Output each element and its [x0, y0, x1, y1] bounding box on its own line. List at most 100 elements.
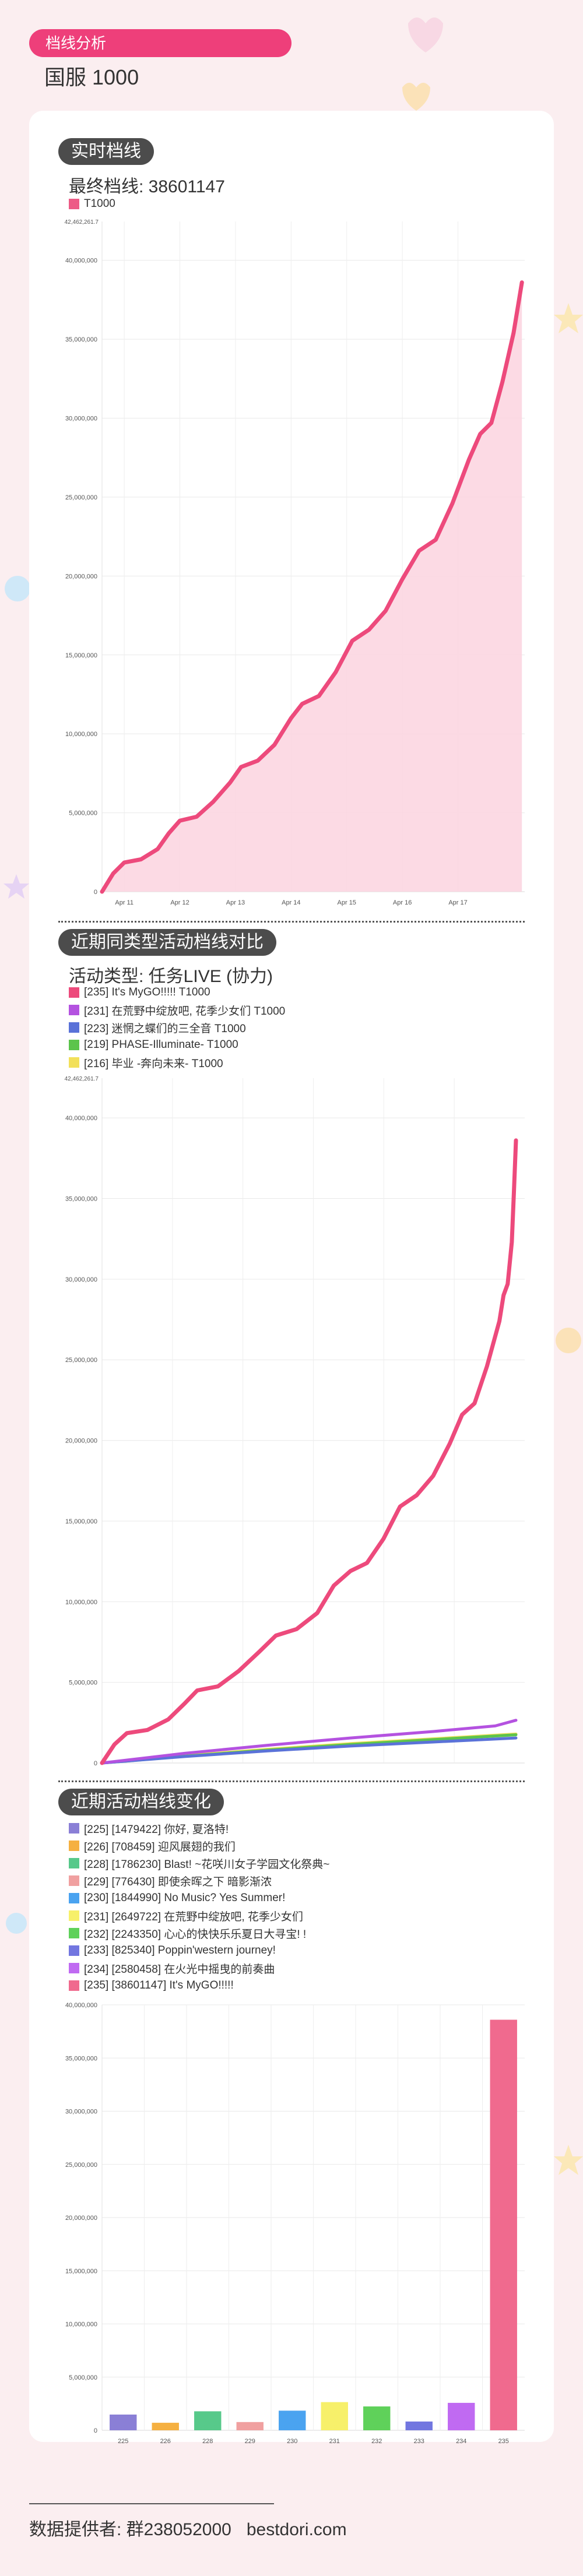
legend-item: [235] [38601147] It's MyGO!!!!! [69, 1977, 329, 1994]
x-tick-label: Apr 16 [393, 899, 412, 906]
legend-swatch [69, 1823, 79, 1834]
legend-item: [219] PHASE-Illuminate- T1000 [69, 1036, 285, 1054]
y-tick-label: 5,000,000 [69, 1680, 97, 1687]
y-tick-label: 10,000,000 [65, 2321, 97, 2328]
legend-swatch [69, 1022, 79, 1033]
legend-item: [232] [2243350] 心心的快快乐乐夏日大寻宝! ! [69, 1924, 329, 1942]
x-tick-label: Apr 14 [282, 899, 300, 906]
x-tick-label: 229 [245, 2438, 255, 2445]
y-tick-label: 0 [94, 2427, 97, 2434]
legend-swatch [69, 1928, 79, 1938]
legend-label: [228] [1786230] Blast! ~花咲川女子学园文化祭典~ [84, 1858, 330, 1871]
legend-swatch [69, 987, 79, 998]
legend-swatch [69, 1875, 79, 1886]
x-tick-label: 235 [498, 2438, 509, 2445]
legend-item: [225] [1479422] 你好, 夏洛特! [69, 1820, 329, 1837]
y-tick-label: 35,000,000 [65, 1195, 97, 1202]
series-line [100, 1138, 518, 1765]
y-tick-label: 5,000,000 [69, 2374, 97, 2381]
footer: 数据提供者: 群238052000 bestdori.com [29, 2515, 347, 2540]
series-area-T1000 [102, 282, 522, 892]
comparison-legend: [235] It's MyGO!!!!! T1000 [231] 在荒野中绽放吧,… [69, 984, 285, 1071]
bar-226 [152, 2423, 179, 2430]
legend-item: [234] [2580458] 在火光中摇曳的前奏曲 [69, 1959, 329, 1977]
legend-swatch [69, 1005, 79, 1015]
legend-item: [228] [1786230] Blast! ~花咲川女子学园文化祭典~ [69, 1854, 329, 1872]
y-tick-label: 20,000,000 [65, 573, 97, 580]
legend-label: [231] [2649722] 在荒野中绽放吧, 花季少女们 [84, 1910, 303, 1923]
circle-decoration [6, 1913, 27, 1934]
heart-decoration [402, 83, 430, 111]
legend-item: [223] 迷惘之蝶们的三全音 T1000 [69, 1019, 285, 1036]
recent-events-bar-chart: 0 5,000,000 10,000,000 15,000,000 20,000,000… [65, 2002, 525, 2445]
y-tick-label: 10,000,000 [65, 731, 97, 738]
y-tick-label: 15,000,000 [65, 2268, 97, 2275]
heart-decoration [408, 17, 443, 52]
section-title-comparison: 近期同类型活动档线对比 [58, 929, 276, 956]
legend-item: [226] [708459] 迎风展翅的我们 [69, 1837, 329, 1854]
y-tick-label: 10,000,000 [65, 1599, 97, 1606]
bar-228 [194, 2411, 222, 2430]
bar-234 [448, 2402, 475, 2430]
x-tick-label: 230 [287, 2438, 297, 2445]
y-tick-label: 20,000,000 [65, 1438, 97, 1445]
legend-item: [216] 毕业 -奔向未来- T1000 [69, 1054, 285, 1071]
legend-label: [231] 在荒野中绽放吧, 花季少女们 T1000 [84, 1005, 286, 1018]
x-tick-label: Apr 12 [170, 899, 189, 906]
y-tick-label: 5,000,000 [69, 810, 97, 817]
y-top-label: 42,462,261.7 [65, 1076, 99, 1082]
x-tick-label: 225 [118, 2438, 128, 2445]
legend-item: T1000 [69, 195, 115, 213]
page-header-badge: 档线分析 [29, 29, 292, 57]
legend-label: [226] [708459] 迎风展翅的我们 [84, 1840, 236, 1853]
y-tick-label: 40,000,000 [65, 1115, 97, 1122]
x-tick-label: Apr 13 [226, 899, 245, 906]
realtime-cutoff-chart: 42,462,261.7 0 5,000,000 10,000,000 15,000,0… [65, 219, 525, 906]
x-tick-label: 234 [456, 2438, 466, 2445]
x-tick-label: 228 [202, 2438, 213, 2445]
footer-divider [29, 2503, 274, 2504]
data-provider-text: 数据提供者: 群238052000 [29, 2520, 231, 2539]
section-title-recent: 近期活动档线变化 [58, 1789, 224, 1815]
star-decoration [3, 874, 29, 899]
bar-235 [490, 2019, 517, 2430]
section-divider [58, 921, 525, 923]
legend-swatch [69, 1963, 79, 1973]
legend-swatch [69, 1840, 79, 1851]
section-divider [58, 1780, 525, 1782]
x-tick-label: 231 [329, 2438, 340, 2445]
y-tick-label: 0 [94, 1760, 97, 1767]
legend-label: [219] PHASE-Illuminate- T1000 [84, 1039, 238, 1051]
realtime-legend: T1000 [69, 195, 115, 213]
recent-legend: [225] [1479422] 你好, 夏洛特! [226] [708459] 迎… [69, 1820, 329, 1994]
y-tick-label: 30,000,000 [65, 1276, 97, 1283]
legend-swatch [69, 1980, 79, 1991]
bar-232 [363, 2406, 391, 2430]
legend-swatch [69, 1910, 79, 1921]
y-tick-label: 0 [94, 889, 97, 896]
bar-233 [405, 2421, 433, 2430]
x-tick-label: Apr 11 [115, 899, 134, 906]
legend-label: [230] [1844990] No Music? Yes Summer! [84, 1892, 286, 1904]
y-tick-label: 35,000,000 [65, 336, 97, 343]
bar-225 [110, 2415, 137, 2430]
bar-230 [279, 2410, 306, 2430]
series-line-T1000 [100, 280, 524, 894]
section-title-realtime: 实时档线 [58, 138, 154, 165]
y-tick-label: 25,000,000 [65, 494, 97, 501]
legend-label: [235] It's MyGO!!!!! T1000 [84, 986, 210, 998]
event-type-label: 活动类型: 任务LIVE (协力) [69, 967, 273, 986]
x-tick-label: Apr 15 [338, 899, 356, 906]
legend-swatch [69, 1945, 79, 1956]
legend-label: T1000 [84, 198, 115, 210]
y-tick-label: 15,000,000 [65, 1518, 97, 1525]
legend-label: [234] [2580458] 在火光中摇曳的前奏曲 [84, 1963, 275, 1976]
y-tick-label: 35,000,000 [65, 2055, 97, 2062]
legend-label: [216] 毕业 -奔向未来- T1000 [84, 1057, 223, 1070]
y-tick-label: 15,000,000 [65, 652, 97, 659]
y-tick-label: 30,000,000 [65, 2109, 97, 2116]
x-tick-label: 232 [371, 2438, 382, 2445]
site-link[interactable]: bestdori.com [246, 2520, 347, 2539]
legend-label: [232] [2243350] 心心的快快乐乐夏日大寻宝! ! [84, 1928, 307, 1941]
